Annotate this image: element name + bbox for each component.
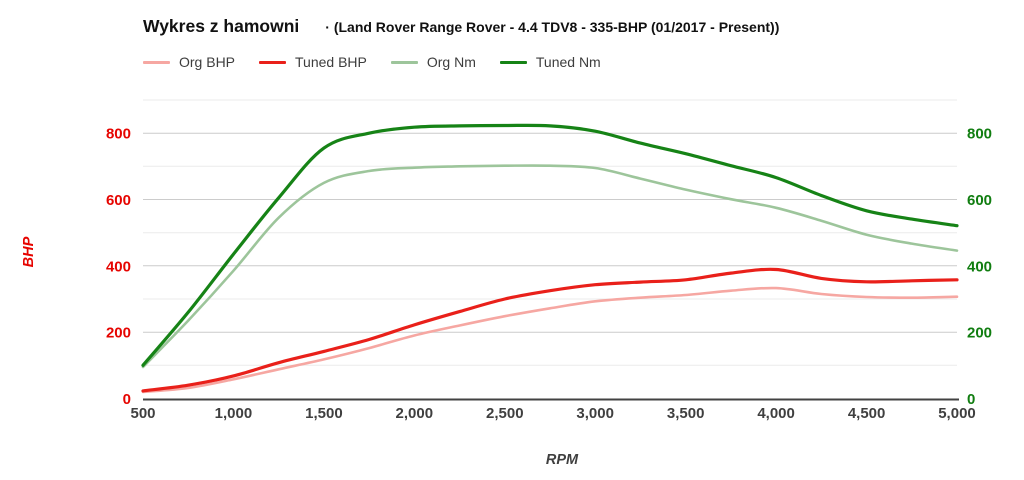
y-tick-label-right: 200 <box>967 325 992 342</box>
x-tick-label: 1,500 <box>305 405 343 422</box>
chart-header: Wykres z hamowni · (Land Rover Range Rov… <box>143 16 779 37</box>
y-tick-label-right: 800 <box>967 126 992 143</box>
x-tick-label: 3,000 <box>576 405 614 422</box>
chart-title: Wykres z hamowni <box>143 16 300 36</box>
x-tick-label: 500 <box>130 405 155 422</box>
legend-item-tuned-nm: Tuned Nm <box>499 54 601 70</box>
x-axis-title: RPM <box>546 452 579 468</box>
y-tick-label-right: 400 <box>967 258 992 275</box>
y-axis-title: BHP <box>21 236 37 267</box>
y-tick-label-left: 0 <box>123 391 131 408</box>
series-path-tuned-bhp <box>141 267 959 393</box>
x-tick-label: 4,500 <box>848 405 886 422</box>
legend-label: Org Nm <box>426 54 476 70</box>
y-tick-label-right: 600 <box>967 192 992 209</box>
series-path-org-bhp <box>141 286 959 394</box>
y-tick-label-left: 400 <box>106 258 131 275</box>
legend-label: Org BHP <box>179 54 236 70</box>
series-path-org-nm <box>141 164 959 369</box>
x-tick-label: 2,500 <box>486 405 524 422</box>
line-swatch-icon <box>259 60 287 64</box>
x-tick-label: 4,000 <box>757 405 795 422</box>
line-swatch-icon <box>499 60 527 64</box>
y-tick-label-left: 200 <box>106 325 131 342</box>
x-tick-label: 3,500 <box>667 405 705 422</box>
legend-label: Tuned BHP <box>295 54 367 70</box>
line-swatch-icon <box>390 60 418 64</box>
series-path-tuned-nm <box>141 123 959 367</box>
x-tick-label: 1,000 <box>215 405 253 422</box>
legend-item-tuned-bhp: Tuned BHP <box>259 54 367 70</box>
legend-label: Tuned Nm <box>535 54 601 70</box>
y-tick-label-left: 600 <box>106 192 131 209</box>
x-tick-label: 5,000 <box>938 405 976 422</box>
legend-item-org-nm: Org Nm <box>390 54 476 70</box>
y-tick-label-right: 0 <box>967 391 975 408</box>
y-tick-label-left: 800 <box>106 126 131 143</box>
legend: Org BHP Tuned BHP Org Nm Tuned Nm <box>143 54 601 70</box>
line-swatch-icon <box>143 60 170 64</box>
x-tick-label: 2,000 <box>396 405 434 422</box>
chart-subtitle: · (Land Rover Range Rover - 4.4 TDV8 - 3… <box>325 19 780 35</box>
legend-item-org-bhp: Org BHP <box>143 54 235 70</box>
